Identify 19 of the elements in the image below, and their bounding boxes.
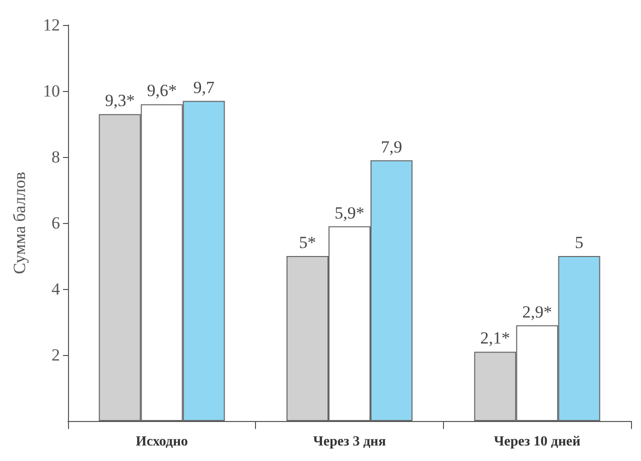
- x-tick-label: Через 3 дня: [313, 434, 386, 450]
- y-tick-label: 8: [52, 148, 60, 166]
- data-label: 7,9: [380, 137, 402, 156]
- data-label: 2,9*: [522, 302, 552, 322]
- y-tick-label: 4: [52, 280, 60, 298]
- y-tick-label: 10: [43, 82, 60, 100]
- y-axis-title: Сумма баллов: [10, 172, 29, 274]
- data-label: 5,9*: [334, 203, 364, 222]
- x-tick-label: Через 10 дней: [494, 434, 580, 450]
- x-tick-label: Исходно: [136, 434, 188, 450]
- data-label: 5: [574, 233, 584, 252]
- y-tick-label: 2: [52, 346, 60, 364]
- data-label: 9,7: [193, 78, 215, 97]
- data-label: 5*: [299, 233, 316, 252]
- data-label: 9,6*: [146, 81, 177, 100]
- y-tick-label: 6: [52, 214, 60, 232]
- data-label: 2,1*: [480, 328, 510, 348]
- data-label: 9,3*: [104, 91, 135, 110]
- y-tick-label: 12: [43, 16, 60, 34]
